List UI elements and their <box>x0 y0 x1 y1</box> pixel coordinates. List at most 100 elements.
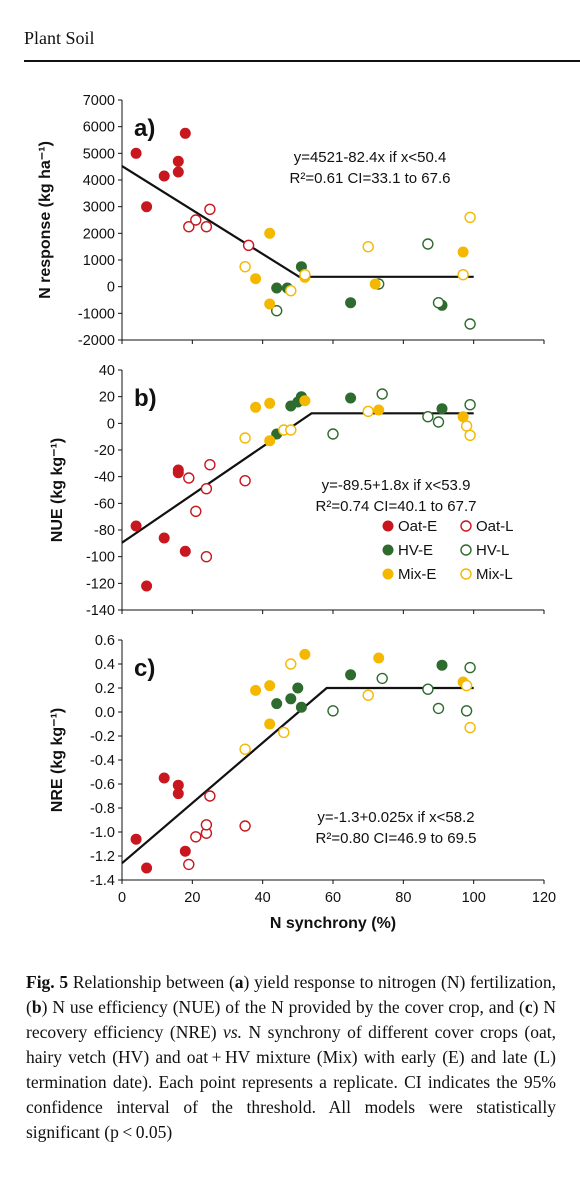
y-tick-label: 3000 <box>83 200 115 216</box>
data-point-mix-e <box>264 435 276 447</box>
data-point-oat-e <box>141 201 153 213</box>
y-tick-label: 4000 <box>83 173 115 189</box>
figure-caption: Fig. 5 Relationship between (a) yield re… <box>26 970 556 1145</box>
y-tick-label: 7000 <box>83 93 115 109</box>
y-tick-label: 2000 <box>83 226 115 242</box>
data-point-oat-e <box>158 532 170 544</box>
data-point-mix-l <box>278 726 290 739</box>
data-point-hv-l <box>432 416 445 428</box>
data-point-oat-e <box>130 833 142 845</box>
y-tick-label: -1.0 <box>90 825 115 841</box>
data-point-hv-e <box>271 282 283 294</box>
data-point-hv-l <box>464 318 476 330</box>
y-tick-label: -0.8 <box>90 801 115 817</box>
data-point-oat-l <box>239 820 251 832</box>
x-tick-label: 60 <box>325 890 341 906</box>
y-tick-label: -0.4 <box>90 753 115 769</box>
data-point-mix-l <box>362 405 374 417</box>
data-point-oat-e <box>179 127 191 139</box>
data-point-oat-l <box>200 819 213 831</box>
y-axis-label: NUE (kg kg⁻¹) <box>49 438 66 542</box>
data-point-oat-l <box>239 475 251 487</box>
y-tick-label: -0.6 <box>90 777 115 793</box>
caption-segment: b <box>31 997 42 1017</box>
data-point-mix-l <box>239 260 251 273</box>
data-point-mix-e <box>250 401 262 413</box>
y-tick-label: -20 <box>94 443 115 459</box>
chart-panel-1: -2000 -1000 0 1000 2000 3000 4000 5000 6000 7000 N… <box>37 93 545 349</box>
data-point-mix-e <box>299 648 311 660</box>
legend-label: HV-L <box>476 542 509 559</box>
data-point-hv-l <box>432 702 445 715</box>
data-point-oat-e <box>158 772 170 784</box>
legend-marker-mix-l <box>460 568 472 580</box>
legend-label: Oat-E <box>398 518 437 535</box>
y-tick-label: -140 <box>86 603 115 619</box>
data-point-oat-e <box>172 166 184 178</box>
header-rule <box>24 60 580 62</box>
y-axis-label: N response (kg ha⁻¹) <box>37 141 54 299</box>
legend-label: Mix-E <box>398 566 436 583</box>
y-tick-label: -80 <box>94 523 115 539</box>
y-tick-label: 1000 <box>83 253 115 269</box>
data-point-hv-e <box>436 403 448 415</box>
y-tick-label: -0.2 <box>90 729 115 745</box>
data-point-hv-l <box>271 304 283 317</box>
data-point-hv-e <box>436 659 448 671</box>
caption-body: Relationship between (a) yield response … <box>26 972 556 1142</box>
data-point-mix-e <box>457 246 469 258</box>
x-tick-label: 20 <box>184 890 200 906</box>
data-point-hv-l <box>376 388 388 400</box>
data-point-hv-l <box>327 428 339 440</box>
caption-label: Fig. 5 <box>26 972 69 992</box>
data-point-mix-l <box>299 268 311 281</box>
data-point-hv-l <box>327 705 339 717</box>
data-point-oat-l <box>204 459 216 471</box>
y-tick-label: -1000 <box>78 306 115 322</box>
y-tick-label: 0 <box>107 280 115 296</box>
caption-segment: a <box>234 972 244 992</box>
y-tick-label: -2000 <box>78 333 115 349</box>
model-annotation: y=-1.3+0.025x if x<58.2 <box>317 809 474 826</box>
legend-label: HV-E <box>398 542 433 559</box>
data-point-hv-e <box>345 669 357 681</box>
y-tick-label: 0 <box>107 416 115 432</box>
legend-label: Oat-L <box>476 518 514 535</box>
data-point-mix-e <box>264 298 276 310</box>
data-point-hv-l <box>422 238 434 250</box>
data-point-mix-l <box>239 743 251 755</box>
x-tick-label: 100 <box>462 890 486 906</box>
data-point-oat-e <box>172 155 184 167</box>
data-point-oat-l <box>200 483 213 495</box>
data-point-oat-e <box>172 788 184 800</box>
caption-segment: N synchrony of different cover crops (oa… <box>26 1022 556 1142</box>
data-point-mix-l <box>464 429 476 441</box>
model-annotation: R²=0.74 CI=40.1 to 67.7 <box>316 498 477 515</box>
data-point-mix-e <box>264 680 276 692</box>
caption-segment: ) N recovery efficiency (NRE) <box>26 997 557 1042</box>
y-tick-label: -40 <box>94 470 115 486</box>
data-point-oat-e <box>130 520 142 532</box>
x-axis-label: N synchrony (%) <box>270 915 396 932</box>
data-point-mix-e <box>373 404 385 416</box>
legend-marker-mix-e <box>382 568 394 580</box>
data-point-mix-l <box>239 432 251 444</box>
data-point-oat-l <box>190 505 202 517</box>
data-point-mix-e <box>457 411 469 423</box>
data-point-mix-l <box>460 420 473 432</box>
data-point-hv-l <box>464 661 476 674</box>
data-point-hv-l <box>376 672 388 685</box>
y-tick-label: 5000 <box>83 146 115 162</box>
chart-panel-3: -1.4 -1.2 -1.0 -0.8 -0.6 -0.4 -0.2 0.0 0.2 0.4 0.6… <box>49 633 556 932</box>
legend-label: Mix-L <box>476 566 513 583</box>
panel-label: a) <box>134 115 155 142</box>
caption-segment: c <box>524 997 533 1017</box>
data-point-hv-e <box>295 701 307 713</box>
data-point-mix-l <box>464 721 476 734</box>
data-point-hv-l <box>460 705 473 717</box>
data-point-hv-l <box>464 399 476 411</box>
data-point-mix-l <box>362 689 374 701</box>
data-point-hv-e <box>271 698 283 710</box>
x-tick-label: 120 <box>532 890 556 906</box>
y-tick-label: -1.4 <box>90 873 115 889</box>
